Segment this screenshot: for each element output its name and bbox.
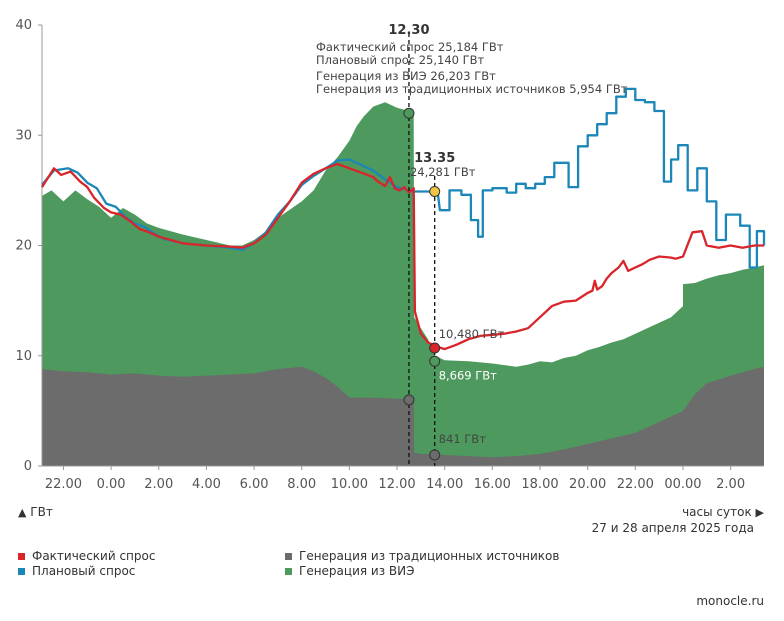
x-tick-label: 14.00 (426, 477, 463, 492)
xlabel: часы суток (682, 505, 752, 519)
annotation-1335-label: 10,480 ГВт (439, 327, 505, 341)
x-axis: 22.00 0.00 2.00 4.00 6.00 8.00 10.00 12.00 14.00… (45, 466, 745, 492)
legend-swatch (285, 567, 292, 575)
x-tick-label: 0.00 (97, 477, 126, 492)
annotation-1335-label: 8,669 ГВт (439, 368, 497, 382)
x-tick-label: 16.00 (474, 477, 511, 492)
x-tick-label: 6.00 (240, 477, 269, 492)
x-tick-label: 4.00 (192, 477, 221, 492)
annotation-1335-marker (429, 185, 441, 197)
annotation-1230-text: Фактический спрос 25,184 ГВт (316, 40, 504, 54)
annotation-1335-marker (429, 449, 441, 461)
annotation-layer: 12.30 Фактический спрос 25,184 ГВтПлановы… (316, 23, 628, 466)
x-tick-label: 18.00 (521, 477, 558, 492)
y-tick-label: 0 (24, 459, 32, 474)
triangle-right-icon: ▶ (755, 506, 764, 519)
y-tick-label: 30 (15, 128, 32, 143)
legend-swatch (18, 567, 25, 575)
x-tick-label: 20.00 (569, 477, 606, 492)
annotation-1230-text: Плановый спрос 25,140 ГВт (316, 53, 485, 67)
annotation-1230-time: 12.30 (388, 23, 429, 38)
annotation-1335-label: 841 ГВт (439, 432, 487, 446)
triangle-up-icon: ▲ (18, 506, 27, 519)
legend-label: Фактический спрос (32, 549, 156, 563)
annotation-1335-time: 13.35 (414, 151, 455, 166)
annotation-1230-text: Генерация из ВИЭ 26,203 ГВт (316, 69, 496, 83)
x-tick-label: 2.00 (144, 477, 173, 492)
date-label: 27 и 28 апреля 2025 года (591, 521, 754, 535)
x-tick-label: 10.00 (331, 477, 368, 492)
traditional-area (42, 366, 764, 466)
x-tick-label: 8.00 (287, 477, 316, 492)
legend-item-renewable: Генерация из ВИЭ (285, 564, 414, 578)
annotation-1230-marker (403, 394, 415, 406)
x-tick-label: 22.00 (45, 477, 82, 492)
annotation-1335-value: 24,281 ГВт (410, 165, 476, 179)
y-tick-label: 40 (15, 18, 32, 33)
y-axis: 0 10 20 30 40 (15, 18, 764, 474)
x-unit-label: часы суток ▶ (682, 505, 764, 519)
y-unit-label: ▲ ГВт (18, 505, 53, 519)
legend-label: Генерация из ВИЭ (299, 564, 415, 578)
legend-item-actual: Фактический спрос (18, 549, 155, 563)
y-tick-label: 20 (15, 239, 32, 254)
legend-swatch (285, 552, 292, 560)
x-tick-label: 2.00 (716, 477, 745, 492)
annotation-1335-marker (429, 342, 441, 354)
legend-label: Генерация из традиционных источников (299, 549, 560, 563)
legend-label: Плановый спрос (32, 564, 136, 578)
annotation-1335-marker (429, 355, 441, 367)
x-tick-label: 12.00 (378, 477, 415, 492)
legend-item-planned: Плановый спрос (18, 564, 135, 578)
area-layer (42, 102, 764, 466)
source-label: monocle.ru (696, 594, 764, 608)
actual-demand-line (41, 162, 764, 351)
annotation-1230-text: Генерация из традиционных источников 5,9… (316, 82, 628, 96)
x-tick-label: 00.00 (664, 477, 701, 492)
x-tick-label: 22.00 (617, 477, 654, 492)
legend-item-traditional: Генерация из традиционных источников (285, 549, 559, 563)
legend-swatch (18, 552, 25, 560)
ylabel: ГВт (30, 505, 53, 519)
line-layer (41, 87, 766, 351)
y-tick-label: 10 (15, 349, 32, 364)
chart: 0 10 20 30 40 12.30 Фактический спрос 25,184 … (15, 18, 766, 492)
annotation-1230-marker (403, 107, 415, 119)
